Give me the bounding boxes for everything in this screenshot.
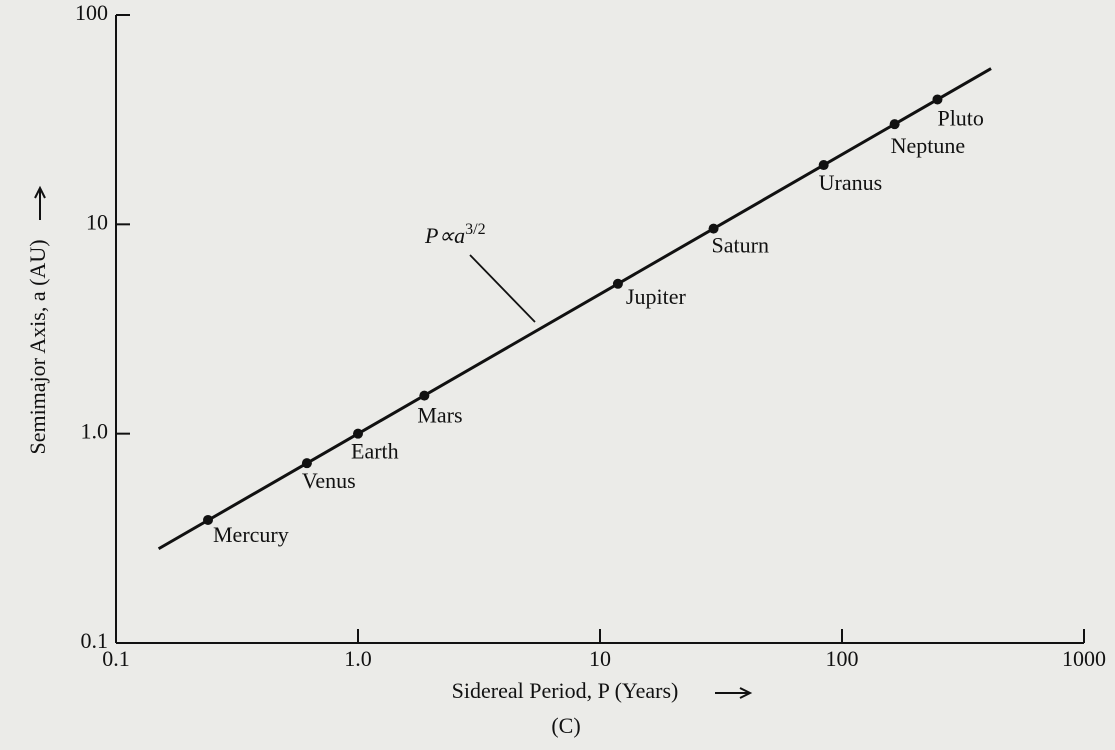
annotation-leader	[469, 254, 536, 323]
point	[818, 160, 829, 171]
caption: (C)	[551, 713, 580, 738]
x-tick-label: 100	[826, 646, 859, 671]
y-axis-label: Semimajor Axis, a (AU)	[25, 239, 50, 454]
annotation: P∝a3/2	[424, 221, 486, 248]
point-label: Jupiter	[626, 284, 687, 309]
point	[612, 278, 623, 289]
point-label: Earth	[351, 439, 399, 464]
x-tick-label: 0.1	[102, 646, 130, 671]
point	[419, 390, 430, 401]
x-axis-arrow	[715, 687, 753, 699]
point-label: Neptune	[891, 133, 966, 158]
point	[203, 514, 214, 525]
y-tick-label: 0.1	[81, 628, 109, 653]
x-tick-label: 1.0	[344, 646, 372, 671]
annotation-superscript: 3/2	[465, 221, 485, 238]
point	[708, 223, 719, 234]
point-label: Mercury	[213, 522, 289, 547]
fit-line	[157, 67, 992, 551]
y-axis-arrow	[34, 185, 46, 220]
point	[932, 94, 943, 105]
point	[301, 458, 312, 469]
y-tick-label: 1.0	[81, 419, 109, 444]
point-label: Saturn	[712, 233, 769, 258]
y-tick-label: 100	[75, 0, 108, 25]
point-label: Venus	[302, 468, 356, 493]
point	[353, 428, 363, 439]
x-tick-label: 1000	[1062, 646, 1106, 671]
x-tick-label: 10	[589, 646, 611, 671]
x-axis-label: Sidereal Period, P (Years)	[452, 678, 679, 703]
y-tick-label: 10	[86, 209, 108, 234]
point-label: Uranus	[819, 170, 883, 195]
point	[889, 119, 900, 130]
point-label: Pluto	[937, 105, 983, 130]
point-label: Mars	[417, 403, 462, 428]
annotation-text: P∝a	[424, 223, 465, 248]
